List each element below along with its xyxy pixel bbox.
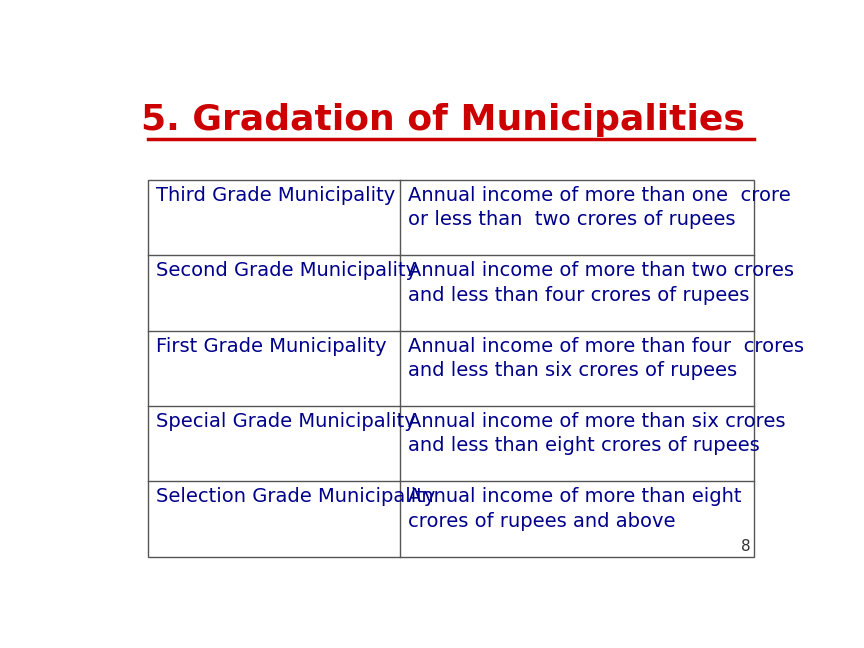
Text: Selection Grade Municipality: Selection Grade Municipality [156, 487, 435, 506]
Text: Annual income of more than one  crore
or less than  two crores of rupees: Annual income of more than one crore or … [408, 186, 791, 229]
Text: 8: 8 [741, 539, 751, 554]
Text: Third Grade Municipality: Third Grade Municipality [156, 186, 396, 205]
Text: 5. Gradation of Municipalities: 5. Gradation of Municipalities [141, 103, 745, 137]
Text: Special Grade Municipality: Special Grade Municipality [156, 412, 416, 431]
Text: Annual income of more than eight
crores of rupees and above: Annual income of more than eight crores … [408, 487, 741, 531]
Text: Annual income of more than two crores
and less than four crores of rupees: Annual income of more than two crores an… [408, 261, 794, 305]
Text: Second Grade Municipality: Second Grade Municipality [156, 261, 417, 281]
Text: Annual income of more than four  crores
and less than six crores of rupees: Annual income of more than four crores a… [408, 337, 804, 380]
Text: Annual income of more than six crores
and less than eight crores of rupees: Annual income of more than six crores an… [408, 412, 785, 456]
Text: First Grade Municipality: First Grade Municipality [156, 337, 387, 356]
